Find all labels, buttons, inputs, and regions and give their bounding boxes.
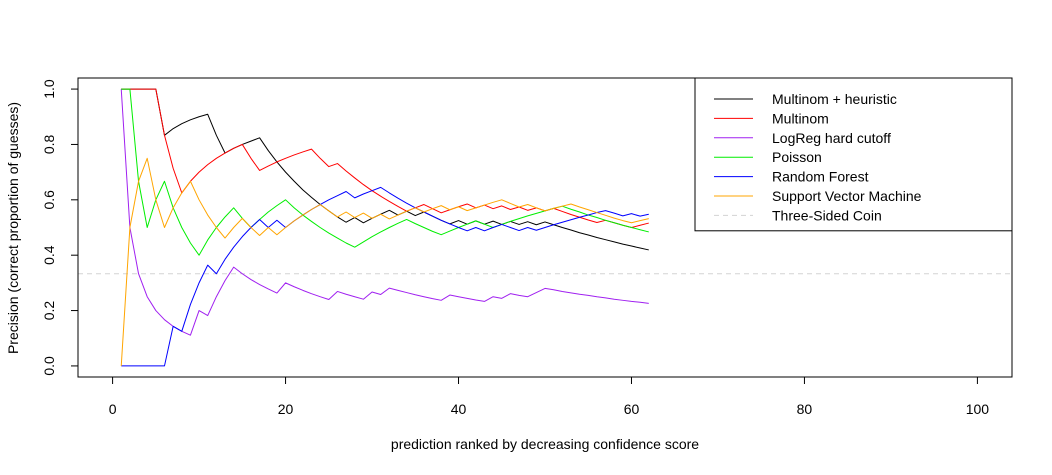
legend-entry-label: Random Forest xyxy=(772,169,869,185)
legend-entry-label: Multinom + heuristic xyxy=(772,91,897,107)
x-tick-label: 0 xyxy=(109,401,117,417)
y-tick-label: 0.8 xyxy=(41,135,57,155)
x-axis-label: prediction ranked by decreasing confiden… xyxy=(391,436,699,452)
y-tick-label: 0.2 xyxy=(41,301,57,321)
legend-entry-label: Three-Sided Coin xyxy=(772,207,882,223)
y-tick-label: 0.0 xyxy=(41,356,57,376)
legend: Multinom + heuristic Multinom LogReg hard … xyxy=(694,77,1013,232)
series-line-multinom-heuristic xyxy=(121,88,649,251)
legend-entry-label: Poisson xyxy=(772,149,822,165)
x-axis: 0 20 40 60 80 100 xyxy=(109,376,990,417)
series-line-multinom xyxy=(121,88,649,228)
series-line-support-vector-machine xyxy=(120,157,649,366)
legend-entry-label: LogReg hard cutoff xyxy=(772,130,891,146)
x-tick-label: 60 xyxy=(624,401,640,417)
series-line-poisson xyxy=(121,88,649,256)
series-line-logreg-hard-cutoff xyxy=(120,89,649,336)
x-tick-label: 40 xyxy=(451,401,467,417)
y-axis: 0.0 0.2 0.4 0.6 0.8 1.0 xyxy=(41,79,79,376)
x-tick-label: 100 xyxy=(966,401,990,417)
x-tick-label: 80 xyxy=(797,401,813,417)
series-layer xyxy=(120,88,649,367)
y-tick-label: 1.0 xyxy=(41,79,57,99)
y-tick-label: 0.4 xyxy=(41,245,57,265)
series-line-random-forest xyxy=(121,186,649,367)
y-axis-label: Precision (correct proportion of guesses… xyxy=(5,102,21,354)
x-tick-label: 20 xyxy=(278,401,294,417)
legend-entry-label: Support Vector Machine xyxy=(772,188,922,204)
legend-entry-label: Multinom xyxy=(772,110,829,126)
legend-box xyxy=(694,77,1013,232)
y-tick-label: 0.6 xyxy=(41,190,57,210)
